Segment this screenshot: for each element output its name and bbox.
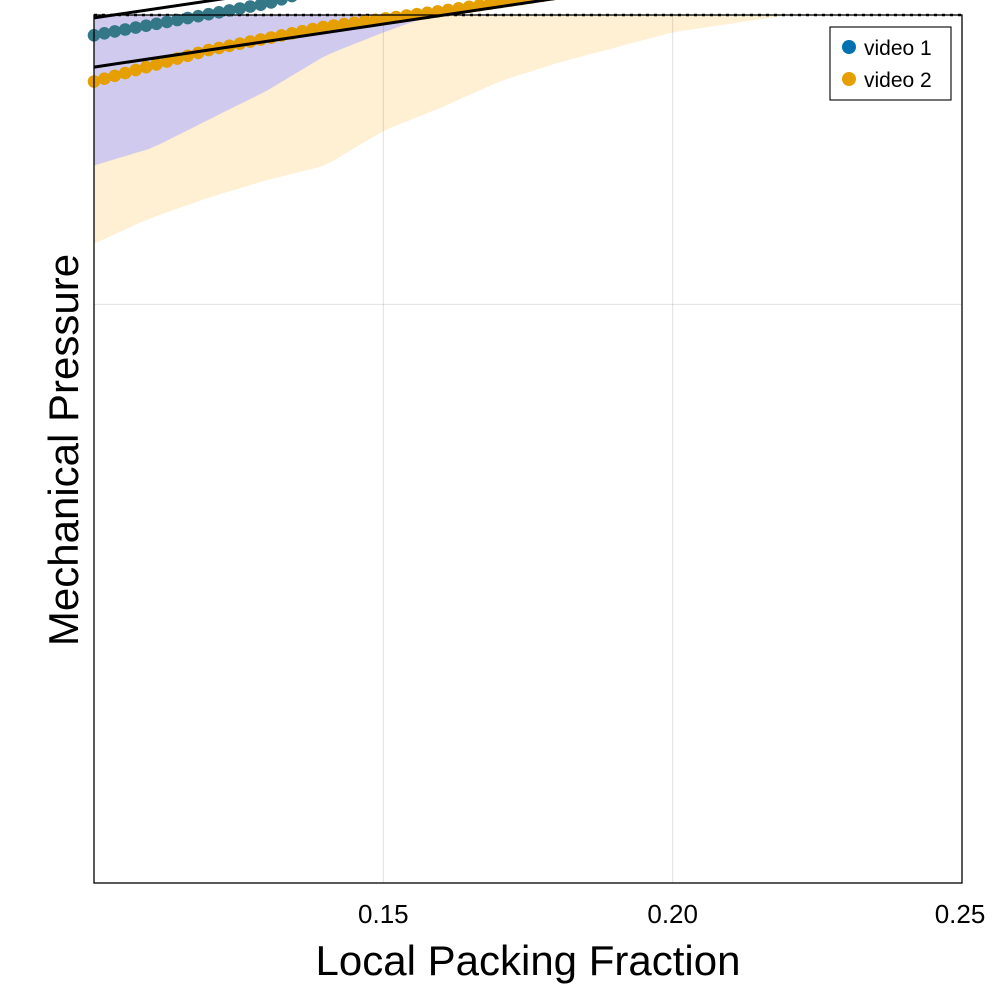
- data-point-video-2: [337, 17, 351, 31]
- data-point-video-2: [358, 14, 372, 28]
- data-point-video-2: [98, 72, 111, 85]
- data-point-video-2: [150, 58, 163, 71]
- x-tick-label: 0.25: [935, 899, 986, 929]
- fit-lines: [93, 0, 556, 69]
- legend-frame: [829, 26, 952, 101]
- data-point-video-1: [108, 25, 122, 38]
- data-point-video-1: [202, 7, 215, 21]
- data-point-video-2: [348, 16, 361, 30]
- legend: video 1 video 2: [829, 26, 952, 101]
- data-point-video-1: [139, 19, 153, 32]
- data-point-video-1: [191, 9, 205, 23]
- x-tick-label: 0.20: [647, 899, 698, 929]
- data-point-video-2: [160, 55, 174, 68]
- x-tick-label: 0.15: [358, 899, 409, 929]
- data-point-video-1: [160, 15, 174, 29]
- y-axis-title: Mechanical Pressure: [40, 254, 87, 646]
- x-tick-labels: 0.15 0.20 0.25: [358, 899, 985, 929]
- data-point-video-1: [275, 0, 288, 6]
- legend-label-video-2: video 2: [864, 69, 932, 92]
- data-point-video-1: [254, 0, 267, 11]
- confidence-band-video-2: [94, 15, 962, 244]
- data-point-video-1: [98, 27, 111, 40]
- data-point-video-2: [316, 20, 330, 34]
- data-point-video-1: [118, 23, 132, 36]
- data-point-video-2: [327, 19, 340, 32]
- legend-marker-video-1: [842, 40, 856, 54]
- data-point-video-2: [129, 63, 142, 77]
- data-point-video-1: [264, 0, 278, 9]
- data-point-video-1: [129, 21, 142, 34]
- data-point-video-1: [171, 13, 184, 27]
- plot-frame: [93, 14, 963, 884]
- data-point-video-1: [223, 4, 236, 17]
- data-point-video-1: [243, 0, 257, 13]
- data-point-video-1: [286, 0, 297, 3]
- data-point-video-1: [181, 11, 194, 25]
- data-point-video-1: [150, 17, 163, 31]
- legend-label-video-1: video 1: [864, 37, 932, 60]
- data-point-video-2: [389, 10, 403, 24]
- data-point-video-1: [233, 2, 247, 15]
- data-point-video-2: [108, 69, 122, 83]
- confidence-bands: [94, 15, 962, 244]
- fit-line-video-2: [93, 0, 556, 69]
- data-point-video-2: [368, 13, 382, 27]
- data-point-video-2: [118, 66, 132, 80]
- legend-marker-video-2: [842, 72, 856, 86]
- confidence-band-video-1: [94, 15, 962, 166]
- x-axis-title: Local Packing Fraction: [316, 937, 741, 984]
- data-point-video-2: [306, 22, 320, 36]
- data-point-video-2: [139, 60, 153, 74]
